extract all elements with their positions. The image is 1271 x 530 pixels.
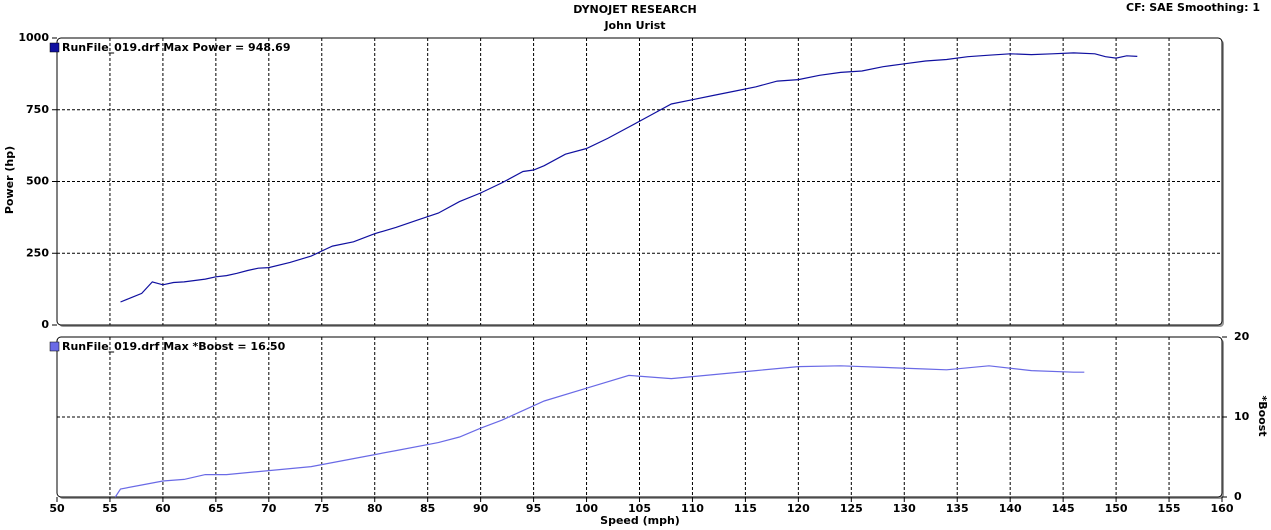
- x-tick-label: 75: [314, 502, 329, 515]
- data-line: [120, 52, 1138, 303]
- x-tick-label: 70: [261, 502, 277, 515]
- y-tick-label: 0: [41, 318, 49, 331]
- x-tick-label: 55: [102, 502, 117, 515]
- x-tick-label: 120: [787, 502, 810, 515]
- y-axis-label: Power (hp): [3, 146, 16, 214]
- legend-swatch: [49, 42, 60, 53]
- x-tick-label: 155: [1158, 502, 1181, 515]
- x-tick-label: 110: [681, 502, 704, 515]
- x-tick-label: 135: [946, 502, 969, 515]
- settings-label: CF: SAE Smoothing: 1: [1126, 1, 1260, 14]
- legend-label: RunFile_019.drf Max *Boost = 16.50: [62, 340, 286, 353]
- x-tick-label: 65: [208, 502, 223, 515]
- chart-subtitle: John Urist: [603, 19, 665, 32]
- x-tick-label: 80: [367, 502, 383, 515]
- legend-swatch: [49, 341, 60, 352]
- x-tick-label: 115: [734, 502, 757, 515]
- x-tick-label: 130: [893, 502, 916, 515]
- y-axis-label: *Boost: [1256, 395, 1269, 436]
- x-tick-label: 140: [999, 502, 1022, 515]
- legend-label: RunFile_019.drf Max Power = 948.69: [62, 41, 291, 54]
- x-tick-label: 100: [575, 502, 598, 515]
- chart-title: DYNOJET RESEARCH: [573, 3, 696, 16]
- y-tick-label: 20: [1234, 330, 1250, 343]
- y-tick-label: 750: [26, 103, 49, 116]
- data-line: [114, 365, 1085, 498]
- x-tick-label: 85: [420, 502, 435, 515]
- y-tick-label: 1000: [18, 31, 49, 44]
- x-tick-label: 50: [49, 502, 65, 515]
- x-tick-label: 150: [1105, 502, 1128, 515]
- y-tick-label: 500: [26, 175, 49, 188]
- x-axis-label: Speed (mph): [600, 514, 680, 527]
- x-tick-label: 125: [840, 502, 863, 515]
- x-tick-label: 60: [155, 502, 171, 515]
- x-tick-label: 95: [526, 502, 541, 515]
- x-tick-label: 105: [628, 502, 651, 515]
- y-tick-label: 250: [26, 246, 49, 259]
- x-tick-label: 90: [473, 502, 489, 515]
- y-tick-label: 10: [1234, 410, 1250, 423]
- y-tick-label: 0: [1234, 490, 1242, 503]
- x-tick-label: 145: [1052, 502, 1075, 515]
- x-tick-label: 160: [1211, 502, 1234, 515]
